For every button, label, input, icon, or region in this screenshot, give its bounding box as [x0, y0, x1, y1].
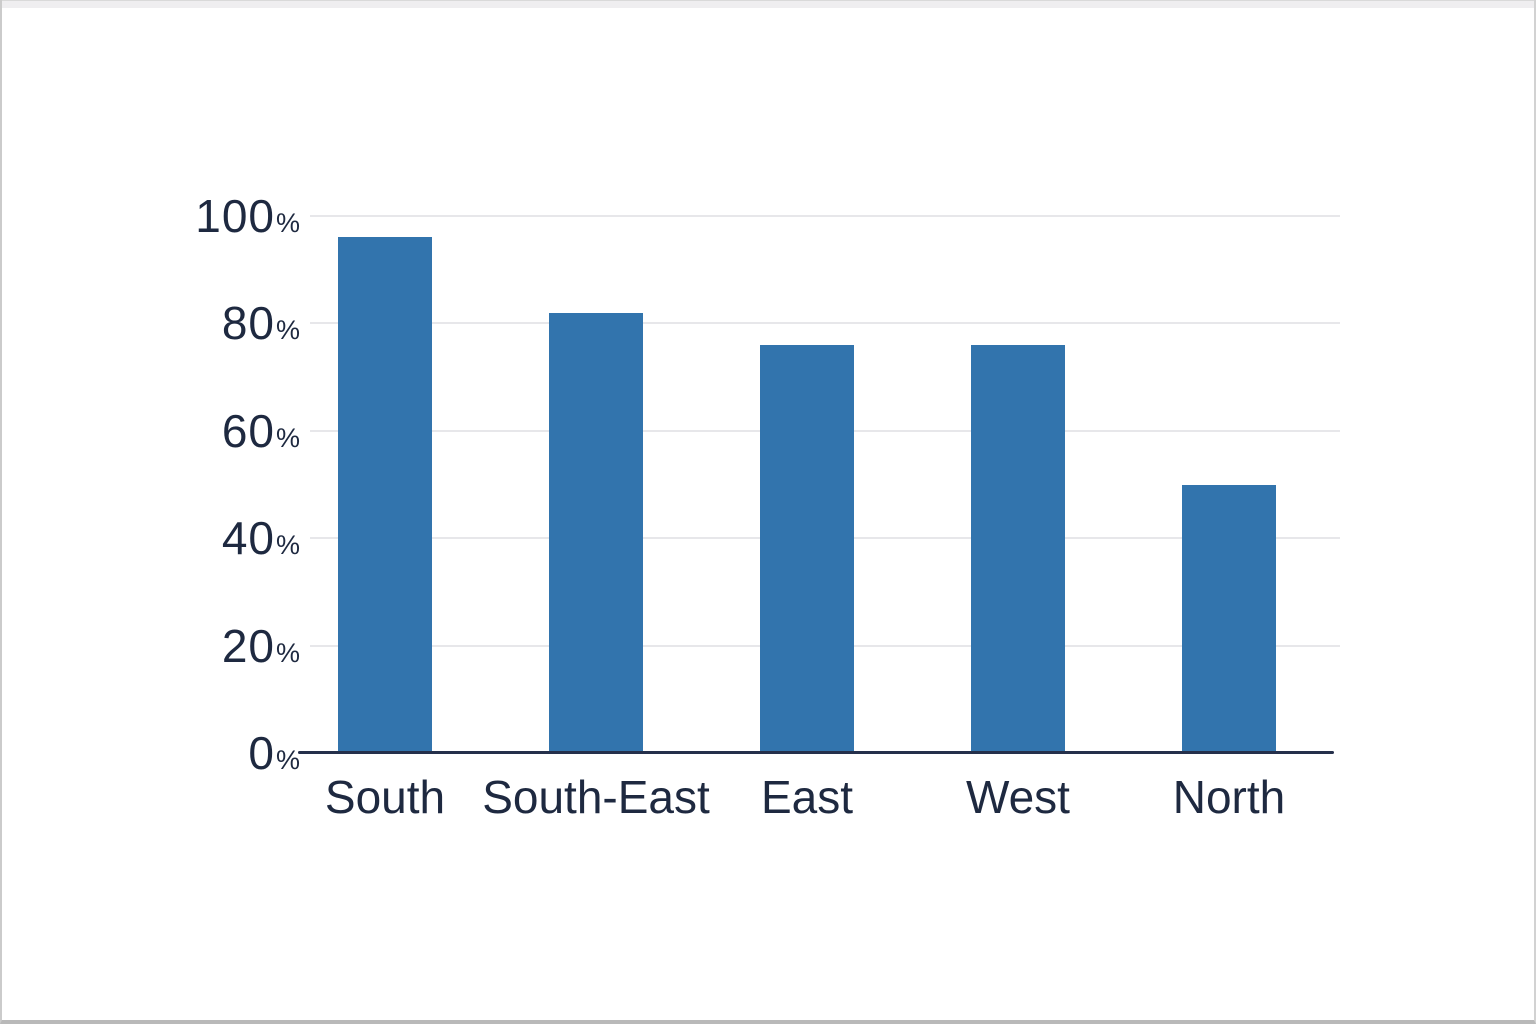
y-tick-label-60: 60% — [140, 408, 300, 454]
x-tick-label-west: West — [966, 771, 1070, 823]
plot-area — [310, 215, 1340, 753]
bar-south-east — [549, 312, 643, 753]
y-tick-value: 40 — [221, 512, 275, 565]
x-tick-label-south: South — [324, 771, 446, 823]
x-tick-label-south-east: South-East — [482, 771, 710, 823]
y-tick-label-80: 80% — [140, 300, 300, 346]
x-tick-label-east: East — [760, 771, 854, 823]
bar-east — [760, 344, 854, 753]
y-tick-label-20: 20% — [140, 623, 300, 669]
gridline-80 — [310, 322, 1340, 325]
y-tick-label-100: 100% — [140, 193, 300, 239]
window-top-strip — [2, 0, 1534, 8]
bar-north — [1182, 484, 1276, 753]
y-tick-value: 20 — [221, 619, 275, 672]
y-tick-suffix: % — [275, 637, 300, 668]
y-tick-suffix: % — [275, 315, 300, 346]
y-tick-suffix: % — [275, 208, 300, 238]
x-axis-line — [298, 751, 1334, 754]
y-tick-label-0: 0% — [140, 730, 300, 776]
bar-south — [338, 237, 432, 753]
y-tick-value: 100 — [195, 190, 275, 242]
y-tick-label-40: 40% — [140, 515, 300, 561]
y-tick-value: 80 — [221, 297, 275, 350]
y-tick-value: 60 — [221, 404, 275, 457]
x-tick-label-north: North — [1172, 771, 1286, 823]
bar-west — [971, 344, 1065, 753]
y-tick-suffix: % — [275, 745, 300, 775]
y-tick-suffix: % — [275, 422, 300, 453]
y-tick-value: 0 — [248, 727, 275, 779]
gridline-100 — [310, 215, 1340, 217]
y-tick-suffix: % — [275, 530, 300, 561]
